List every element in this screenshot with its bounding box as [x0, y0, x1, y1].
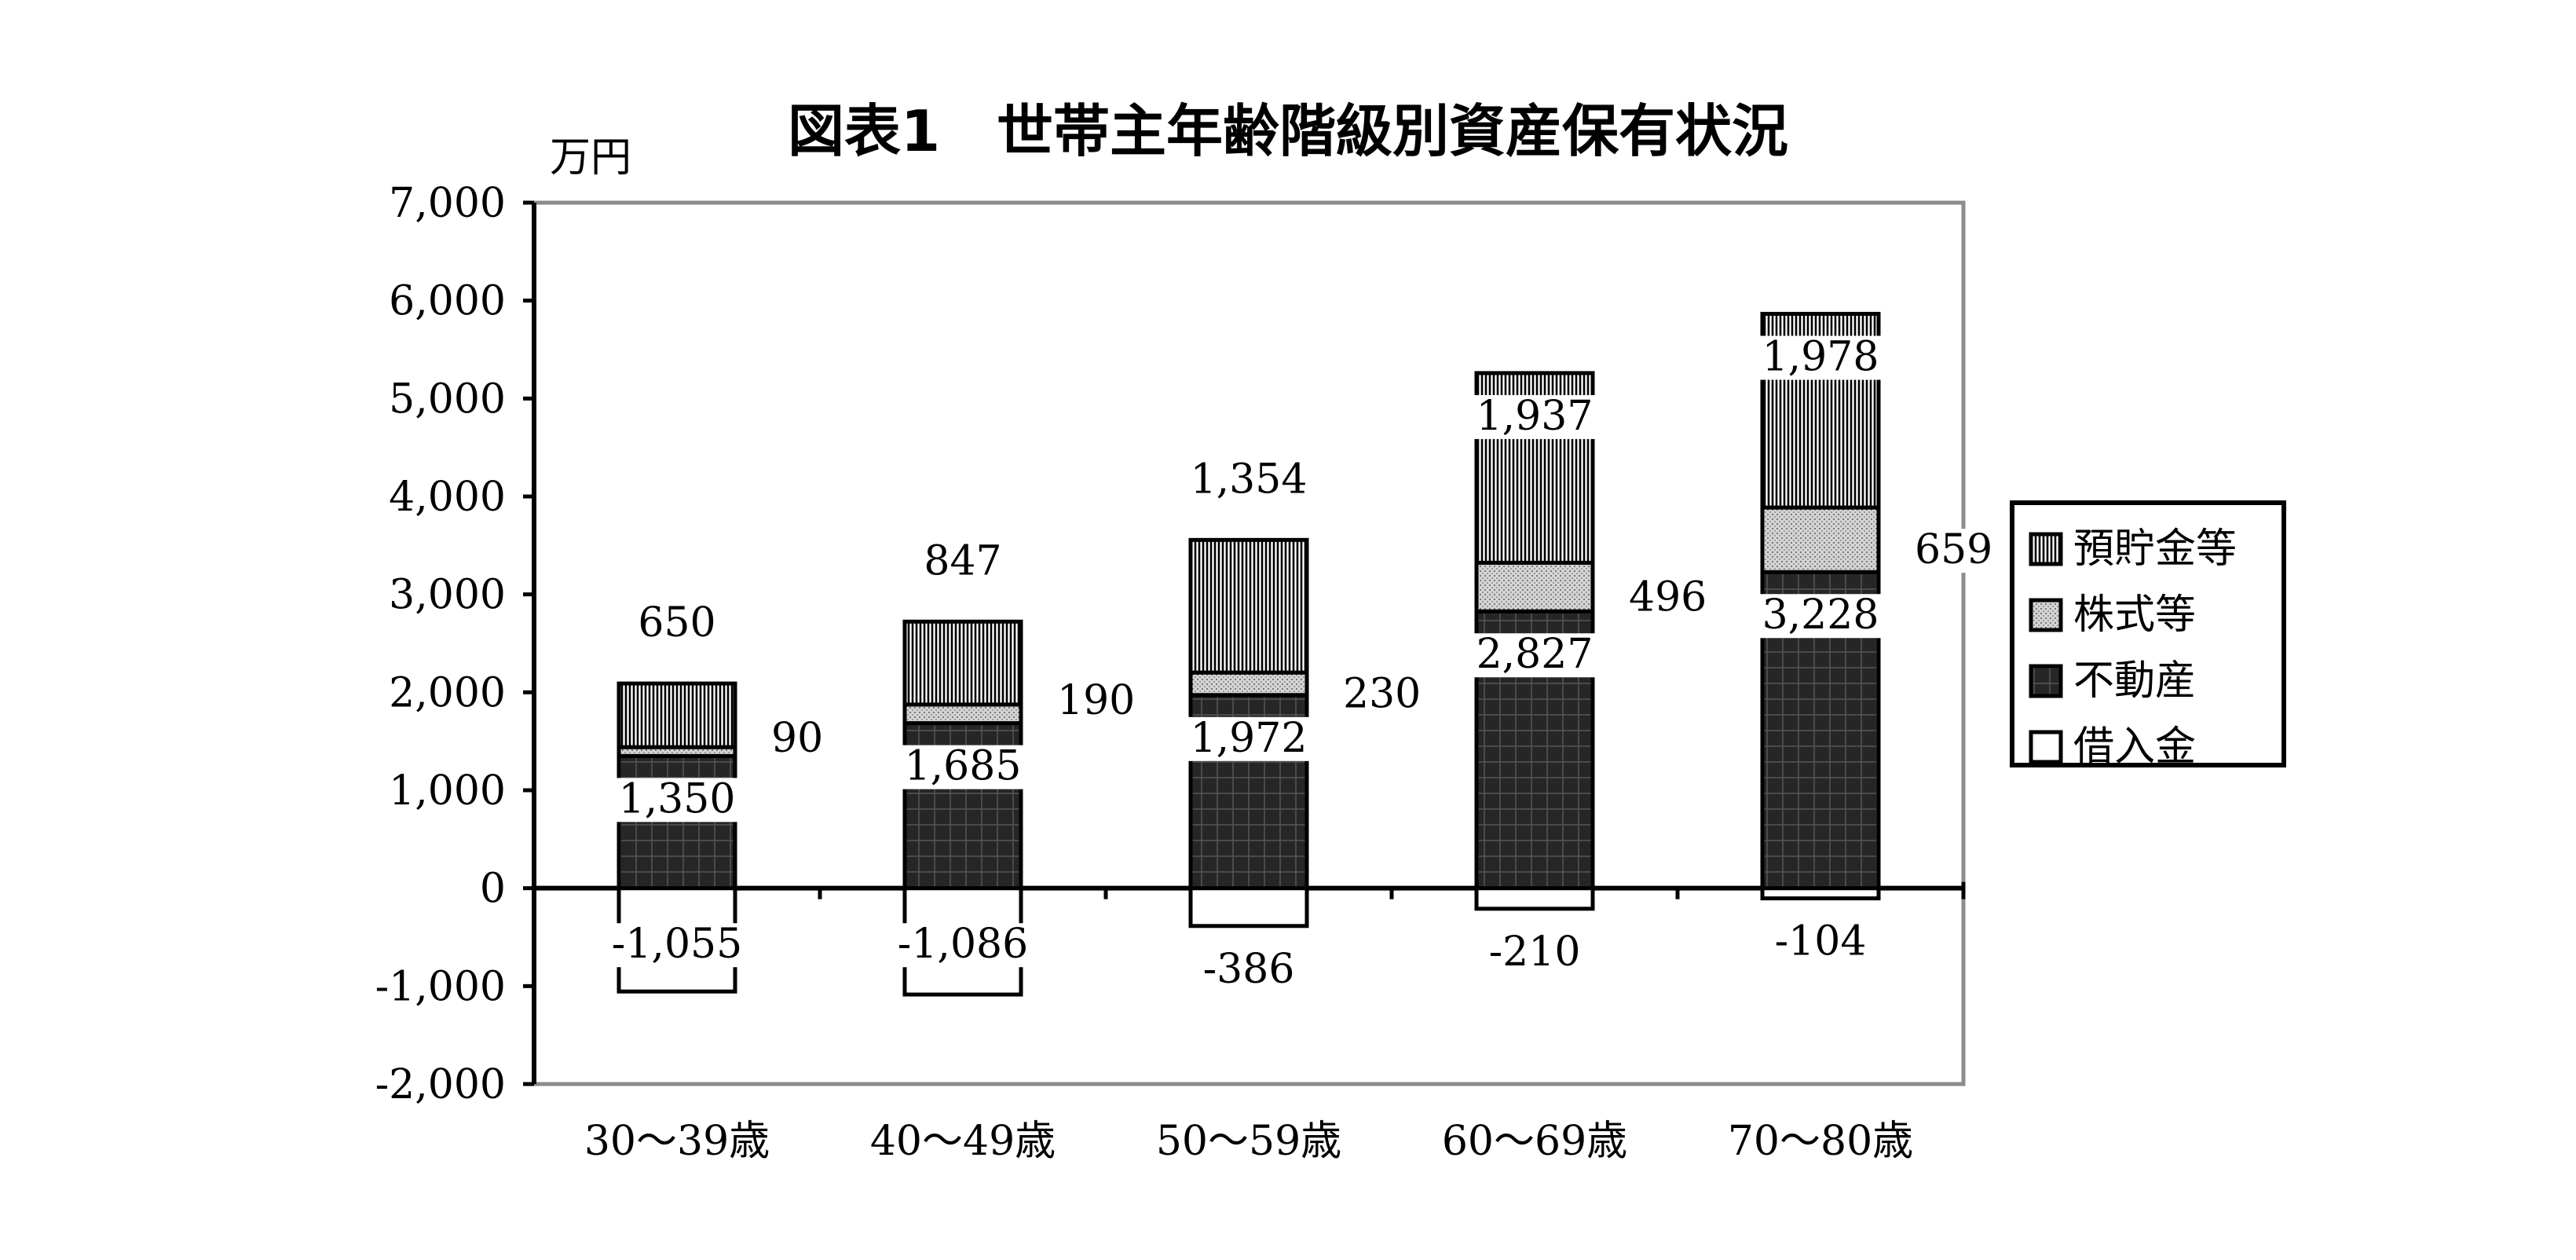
data-label: -210: [1489, 929, 1581, 976]
y-tick-label: 7,000: [389, 180, 506, 227]
data-label: 659: [1915, 526, 1992, 573]
bar-株式等: [902, 702, 1023, 726]
data-label-bg: [1197, 947, 1301, 992]
data-label-bg: [1758, 594, 1883, 639]
chart-title: 図表1 世帯主年齢階級別資産保有状況: [788, 98, 1788, 164]
legend-swatch-借入金: [2029, 730, 2063, 764]
y-tick-label: -2,000: [375, 1061, 506, 1108]
data-label-bg: [767, 716, 826, 761]
data-label: 847: [924, 537, 1001, 584]
data-label: 230: [1343, 670, 1421, 717]
data-label-bg: [1186, 716, 1312, 761]
data-label: 190: [1057, 677, 1135, 724]
legend-swatch-株式等: [2029, 598, 2063, 632]
legend-swatch-不動産: [2029, 664, 2063, 698]
data-label-bg: [1483, 930, 1586, 975]
legend-label: 預貯金等: [2073, 526, 2237, 573]
data-label-bg: [1769, 920, 1872, 965]
data-label: 1,350: [619, 775, 736, 822]
data-label: 1,978: [1762, 333, 1879, 380]
data-label: 496: [1629, 573, 1707, 621]
data-label-bg: [1758, 335, 1883, 380]
y-tick-label: 1,000: [389, 767, 506, 815]
y-tick-label: 0: [480, 866, 506, 913]
x-tick-label: 60～69歳: [1442, 1118, 1627, 1165]
bar-株式等: [1474, 560, 1595, 614]
legend-label: 借入金: [2073, 723, 2196, 771]
data-label-bg: [603, 923, 751, 968]
legend-swatch-預貯金等: [2029, 532, 2063, 566]
y-tick-label: 4,000: [389, 474, 506, 521]
y-tick-label: 6,000: [389, 278, 506, 325]
legend-label: 株式等: [2073, 592, 2196, 639]
data-label-bg: [1186, 458, 1312, 503]
data-label-bg: [922, 540, 1004, 584]
y-tick-label: 3,000: [389, 572, 506, 619]
data-label: 1,937: [1476, 393, 1594, 440]
data-label: 90: [771, 715, 823, 762]
bar-株式等: [1760, 505, 1881, 574]
bar-預貯金等: [617, 681, 737, 749]
x-tick-label: 50～59歳: [1156, 1118, 1341, 1165]
x-tick-label: 40～49歳: [870, 1118, 1056, 1165]
y-tick-label: -1,000: [375, 963, 506, 1010]
bar-借入金: [1188, 886, 1309, 929]
data-label-bg: [1472, 394, 1597, 439]
data-label: 1,972: [1191, 715, 1308, 762]
legend-label: 不動産: [2073, 657, 2196, 705]
data-label-bg: [1472, 633, 1597, 678]
y-tick-label: 2,000: [389, 669, 506, 716]
bar-株式等: [1188, 670, 1309, 698]
data-label-bg: [614, 778, 740, 822]
y-unit-label: 万円: [550, 134, 631, 181]
data-label-bg: [636, 602, 718, 646]
x-tick-label: 30～39歳: [584, 1118, 770, 1165]
data-label: 1,685: [905, 743, 1022, 790]
bar-預貯金等: [1188, 537, 1309, 675]
bar-預貯金等: [902, 619, 1023, 707]
data-label-bg: [889, 923, 1037, 968]
y-tick-label: 5,000: [389, 375, 506, 423]
bar-借入金: [1474, 886, 1595, 911]
data-label-bg: [1338, 672, 1420, 717]
data-label-bg: [900, 745, 1026, 789]
data-label-bg: [1910, 529, 1992, 573]
data-label: -104: [1775, 918, 1867, 965]
data-label-bg: [1052, 679, 1134, 723]
data-label-bg: [1624, 576, 1706, 621]
data-label: -1,086: [898, 921, 1028, 968]
data-label: 2,827: [1476, 631, 1594, 678]
data-label: -386: [1203, 946, 1295, 993]
data-label: -1,055: [612, 921, 742, 968]
x-tick-label: 70～80歳: [1728, 1118, 1913, 1165]
data-label: 3,228: [1762, 592, 1879, 639]
data-label: 1,354: [1191, 456, 1308, 503]
data-label: 650: [638, 599, 715, 646]
